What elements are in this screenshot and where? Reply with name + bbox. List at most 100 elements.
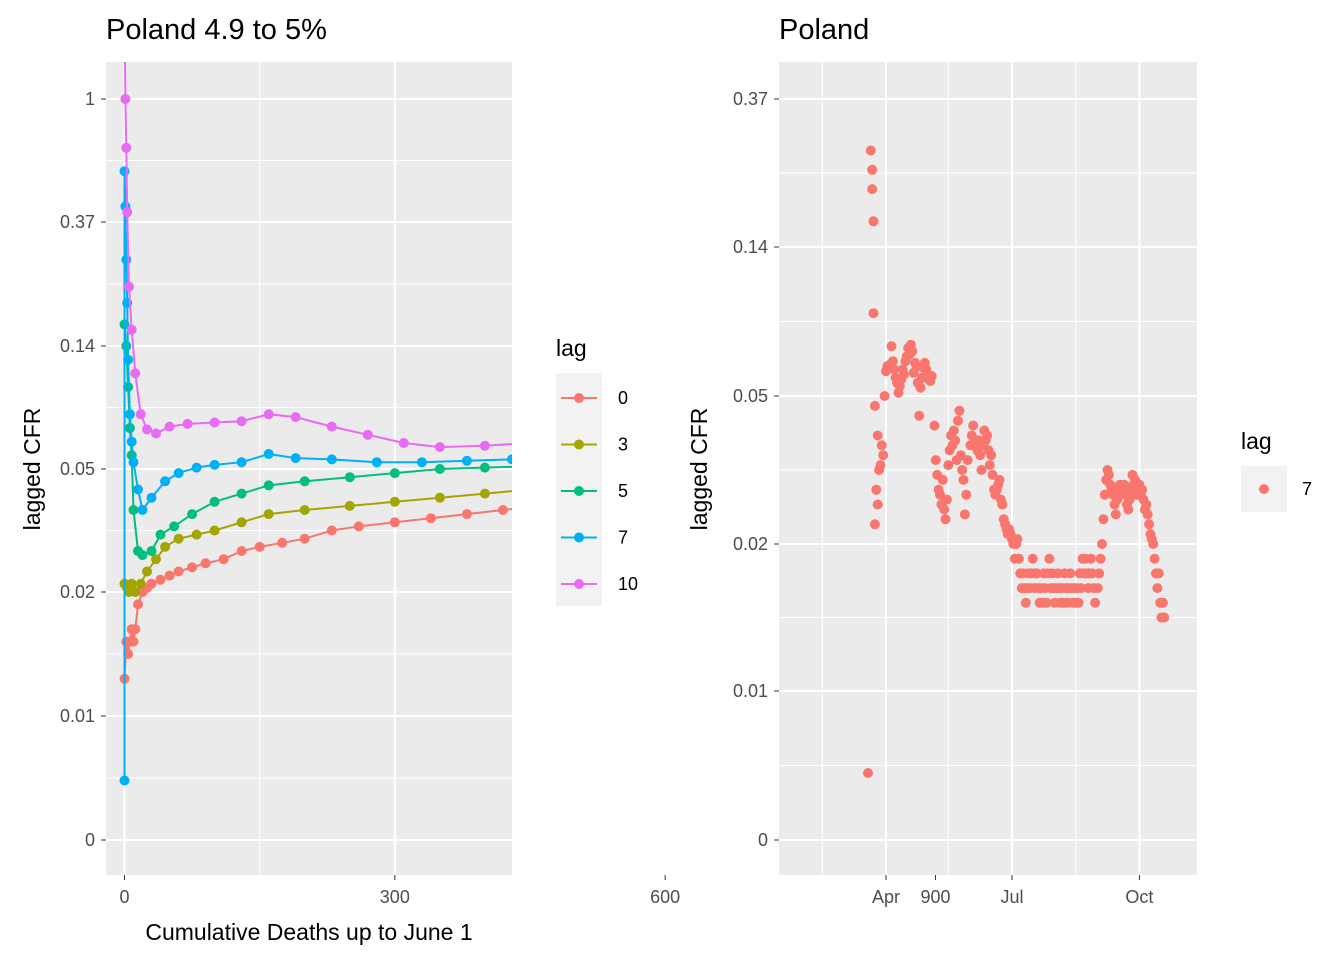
left-data-point: [120, 94, 131, 104]
right-data-point: [899, 369, 909, 380]
left-legend-item: 7: [561, 528, 628, 548]
left-data-point: [299, 533, 310, 544]
left-y-tick-label: 0.37: [60, 212, 95, 232]
right-data-point: [1149, 553, 1160, 564]
right-data-point: [889, 364, 900, 375]
left-data-point: [119, 166, 130, 177]
left-data-point: [344, 472, 355, 483]
left-data-point: [344, 500, 355, 511]
left-data-point: [155, 574, 166, 585]
left-data-point: [121, 142, 132, 153]
left-series-10: [120, 62, 760, 453]
left-y-axis-title: lagged CFR: [19, 408, 45, 531]
right-data-point: [886, 341, 897, 352]
left-data-point: [362, 429, 373, 440]
left-data-point: [416, 457, 427, 468]
left-data-point: [750, 472, 760, 482]
left-data-point: [164, 421, 175, 432]
left-data-point: [151, 554, 161, 565]
right-data-point: [869, 400, 880, 411]
right-data-point: [976, 465, 987, 475]
left-y-tick-label: 0: [85, 830, 95, 850]
right-data-point: [953, 415, 963, 426]
left-data-point: [126, 578, 137, 589]
left-data-point: [209, 417, 220, 428]
left-data-point: [151, 428, 161, 439]
right-data-point: [1020, 597, 1031, 608]
left-data-point: [299, 476, 310, 487]
left-data-point: [122, 207, 133, 218]
right-data-point: [968, 420, 979, 431]
left-data-point: [142, 424, 152, 435]
left-data-point: [135, 578, 146, 589]
right-data-point: [926, 371, 937, 382]
right-data-point: [867, 164, 878, 175]
left-data-point: [191, 462, 202, 473]
left-legend-item: 5: [561, 481, 628, 501]
right-data-point: [955, 450, 966, 461]
left-data-point: [479, 462, 490, 473]
left-data-point: [236, 416, 247, 427]
right-data-point: [876, 440, 887, 451]
left-data-point: [169, 521, 180, 532]
right-x-tick-label: Oct: [1125, 887, 1153, 907]
right-data-point: [1153, 568, 1164, 579]
right-data-point: [872, 430, 883, 441]
left-data-point: [209, 525, 220, 536]
right-data-point: [962, 455, 973, 466]
right-data-point: [987, 469, 998, 480]
left-data-point: [326, 454, 337, 465]
right-x-tick-label: Jul: [1000, 887, 1023, 907]
right-data-point: [865, 145, 876, 156]
right-data-point: [1157, 597, 1168, 608]
left-data-point: [187, 562, 198, 573]
right-data-point: [997, 499, 1008, 510]
left-data-point: [326, 525, 337, 536]
left-data-point: [371, 457, 382, 468]
right-data-point: [975, 450, 986, 461]
left-legend-item: 3: [561, 435, 628, 455]
left-data-point: [187, 509, 198, 520]
right-data-point: [961, 489, 972, 500]
left-legend-title: lag: [556, 335, 587, 361]
left-y-tick-label: 0.14: [60, 336, 95, 356]
left-data-point: [137, 550, 148, 561]
left-data-point: [133, 484, 143, 495]
left-data-point: [119, 775, 130, 786]
right-data-point: [875, 460, 886, 471]
right-data-point: [948, 425, 959, 436]
left-legend-key-point: [574, 532, 584, 543]
left-y-tick-label: 0.01: [60, 706, 95, 726]
left-data-point: [126, 324, 137, 335]
right-data-point: [986, 450, 997, 461]
left-data-point: [142, 566, 152, 577]
left-data-point: [133, 599, 143, 610]
left-legend-label: 7: [618, 528, 628, 548]
left-data-point: [642, 450, 652, 460]
left-data-point: [389, 517, 400, 528]
left-data-point: [299, 505, 310, 515]
right-y-tick-label: 0.37: [733, 89, 768, 109]
left-series-5: [119, 319, 512, 561]
left-legend-label: 0: [618, 388, 628, 408]
right-data-point: [943, 460, 954, 471]
right-data-point: [937, 474, 948, 485]
left-data-point: [498, 505, 508, 515]
left-data-point: [750, 461, 760, 471]
left-data-point: [750, 442, 760, 452]
left-data-point: [146, 492, 157, 503]
right-data-point: [1065, 568, 1076, 579]
left-data-point: [236, 517, 247, 528]
left-x-tick-label: 300: [380, 887, 410, 907]
left-data-point: [326, 421, 337, 432]
left-data-point: [434, 442, 445, 453]
right-series-7: [863, 145, 1170, 778]
right-data-point: [1142, 509, 1153, 520]
left-data-point: [507, 454, 512, 465]
right-chart: Poland Apr Jul Oct 0 0.01 0.02 0.05 0.14 0.37 la…: [686, 14, 1312, 907]
right-data-point: [954, 405, 965, 416]
right-y-axis-title: lagged CFR: [686, 408, 712, 531]
left-data-point: [160, 476, 171, 487]
